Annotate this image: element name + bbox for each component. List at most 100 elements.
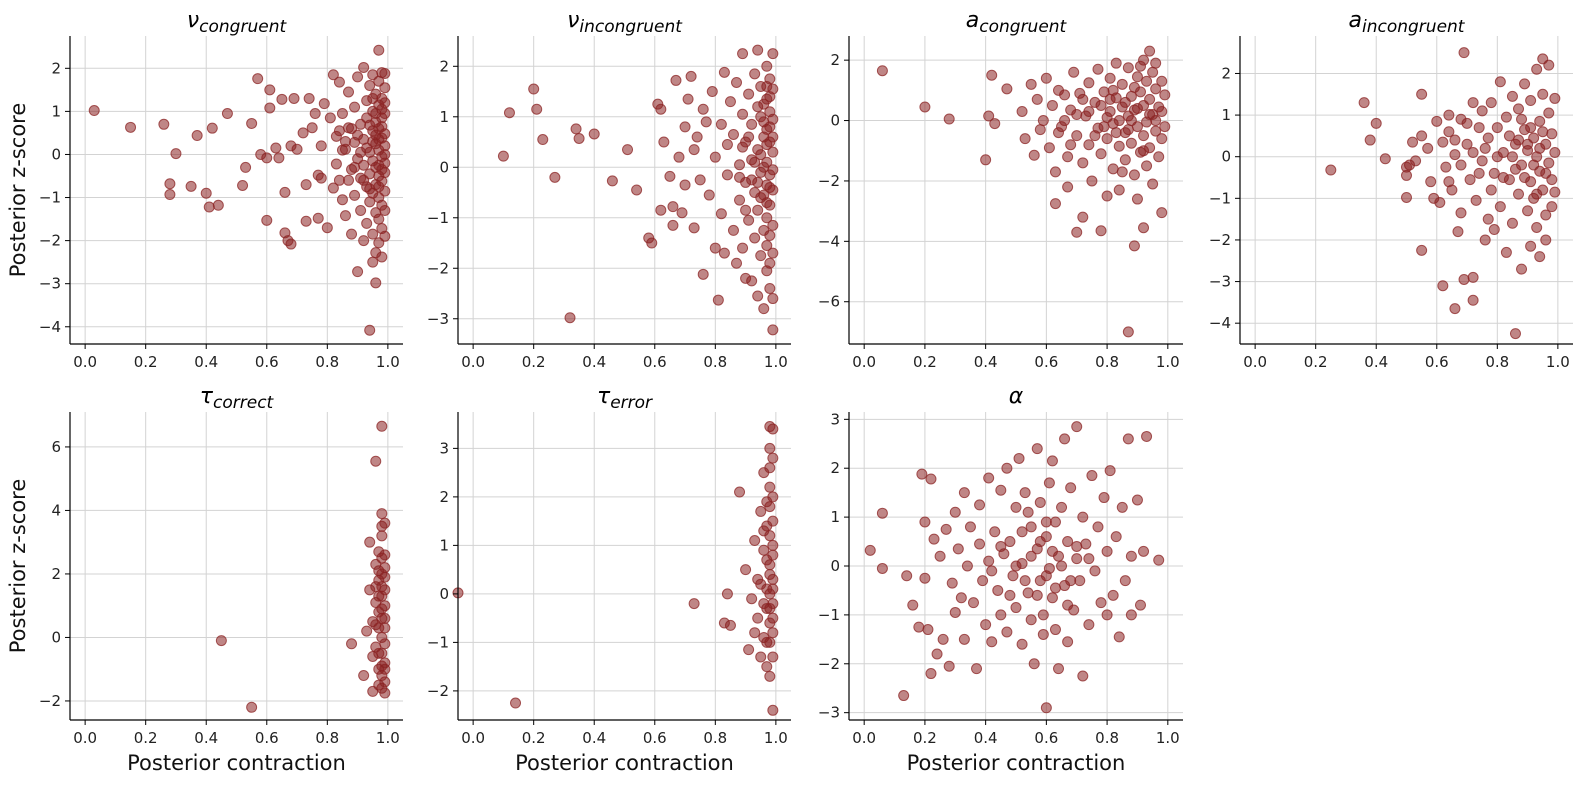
y-tick-label: 4 [51, 501, 61, 519]
data-point [336, 108, 348, 120]
data-point [1071, 130, 1083, 142]
x-tick-label: 0.0 [1243, 353, 1267, 371]
data-point [1506, 90, 1518, 102]
data-point [1138, 145, 1150, 157]
data-point [767, 293, 779, 305]
data-point [1019, 487, 1031, 499]
data-point [1034, 124, 1046, 136]
data-point [324, 112, 336, 124]
y-tick-label: −6 [818, 293, 840, 311]
data-point [971, 663, 983, 675]
data-point [1479, 234, 1491, 246]
data-point [373, 133, 385, 145]
data-point [1452, 226, 1464, 238]
data-point [767, 515, 779, 527]
data-point [767, 247, 779, 259]
x-tick-label: 0.4 [974, 353, 998, 371]
y-tick-label: −1 [427, 633, 449, 651]
y-tick-label: −1 [427, 209, 449, 227]
data-point [1138, 130, 1150, 142]
title-symbol: τ [200, 384, 214, 409]
data-point [246, 701, 258, 713]
data-point [1455, 207, 1467, 219]
data-point [1449, 149, 1461, 161]
x-tick-label: 0.4 [582, 353, 606, 371]
data-point [361, 625, 373, 637]
data-point [767, 651, 779, 663]
data-point [503, 107, 515, 119]
data-point [300, 179, 312, 191]
data-point [240, 161, 252, 173]
data-point [958, 487, 970, 499]
data-point [1095, 225, 1107, 237]
y-tick-label: 2 [51, 565, 61, 583]
data-point [1407, 136, 1419, 148]
data-point [761, 496, 773, 508]
data-point [1534, 142, 1546, 154]
data-point [749, 627, 761, 639]
data-point [1525, 240, 1537, 252]
x-tick-label: 0.8 [703, 353, 727, 371]
subplot-title: τcorrect [200, 384, 275, 413]
subplot-5: 0.0 0.2 0.4 0.6 0.8 1.0 −2 0 2 4 6 τcorrect Posterio… [6, 384, 403, 775]
y-tick-label: 2 [830, 51, 840, 69]
y-tick-label: −2 [39, 692, 61, 710]
data-point [1122, 326, 1134, 338]
data-point [1537, 126, 1549, 138]
data-point [333, 174, 345, 186]
data-point [706, 86, 718, 98]
data-point [1016, 638, 1028, 650]
data-point [1046, 545, 1058, 557]
data-point [321, 222, 333, 234]
data-point [913, 621, 925, 633]
data-point [1053, 663, 1065, 675]
data-point [752, 176, 764, 188]
data-point [1437, 136, 1449, 148]
data-point [1049, 624, 1061, 636]
x-tick-label: 0.6 [255, 353, 279, 371]
data-point [315, 172, 327, 184]
data-point [622, 144, 634, 156]
data-point [1083, 553, 1095, 565]
data-point [1043, 477, 1055, 489]
data-point [373, 213, 385, 225]
data-point [1037, 115, 1049, 127]
data-point [727, 224, 739, 236]
data-point [727, 128, 739, 140]
data-point [758, 525, 770, 537]
data-point [1131, 71, 1143, 83]
data-point [724, 96, 736, 108]
subplot-3: 0.0 0.2 0.4 0.6 0.8 1.0 −6 −4 −2 0 2 acongruent [818, 8, 1183, 371]
data-point [1031, 93, 1043, 105]
data-point [761, 212, 773, 224]
data-point [734, 194, 746, 206]
data-point [1491, 122, 1503, 134]
data-point [1431, 115, 1443, 127]
data-point [1025, 78, 1037, 90]
data-point [655, 103, 667, 115]
data-point [1116, 166, 1128, 178]
data-point [376, 120, 388, 132]
data-point [1519, 172, 1531, 184]
data-point [1522, 205, 1534, 217]
data-point [761, 554, 773, 566]
data-point [743, 88, 755, 100]
data-point [758, 544, 770, 556]
data-point [1119, 96, 1131, 108]
subplot-4: 0.0 0.2 0.4 0.6 0.8 1.0 −4 −3 −2 −1 0 1 2 aincongruen… [1209, 8, 1573, 371]
data-point [510, 697, 522, 709]
data-point [764, 442, 776, 454]
data-point [291, 143, 303, 155]
data-point [531, 103, 543, 115]
y-tick-label: 2 [439, 488, 449, 506]
data-point [1031, 443, 1043, 455]
data-point [364, 324, 376, 336]
data-point [1101, 545, 1113, 557]
data-point [1010, 560, 1022, 572]
data-point [1476, 105, 1488, 117]
data-point [570, 123, 582, 135]
data-point [767, 164, 779, 176]
data-point [1509, 163, 1521, 175]
data-point [949, 506, 961, 518]
data-point [1464, 174, 1476, 186]
